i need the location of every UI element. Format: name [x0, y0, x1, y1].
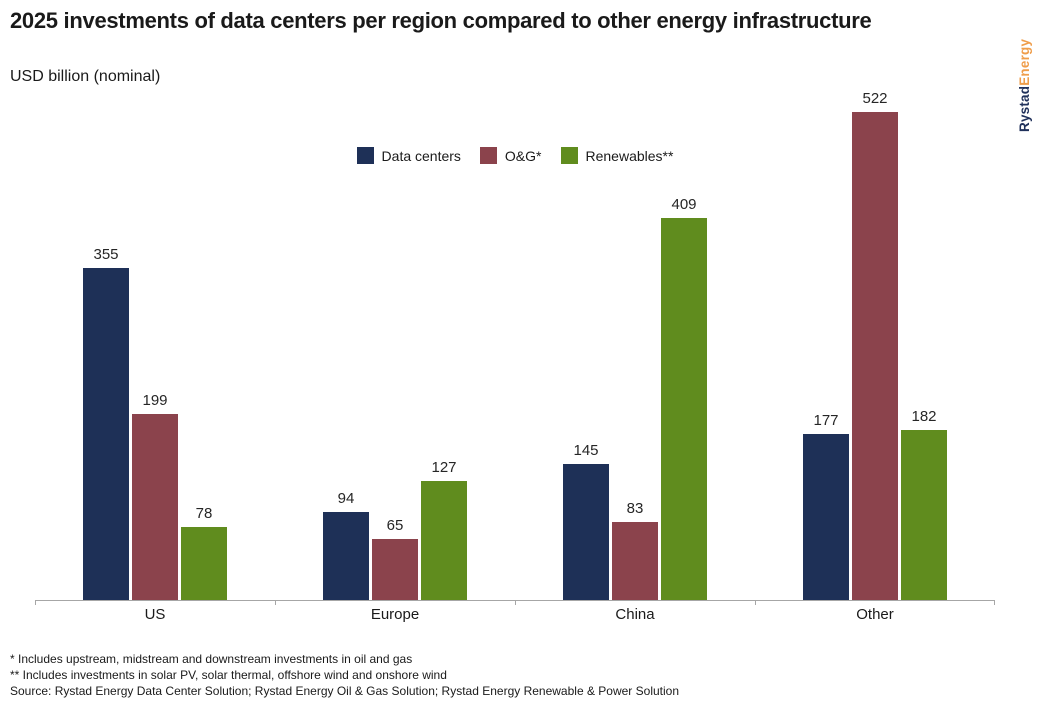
legend-item-renewables: Renewables** — [560, 147, 674, 164]
bar-o-g-china — [612, 522, 658, 600]
bar-data-centers-china — [563, 464, 609, 600]
footnotes: * Includes upstream, midstream and downs… — [10, 651, 679, 699]
chart-subtitle: USD billion (nominal) — [10, 68, 161, 85]
bar-data-centers-europe — [323, 512, 369, 600]
x-axis-tick — [994, 600, 995, 605]
bar-data-centers-us — [83, 268, 129, 600]
bar-data-centers-other — [803, 434, 849, 600]
chart-title: 2025 investments of data centers per reg… — [10, 8, 872, 33]
legend-item-o-g: O&G* — [479, 147, 542, 164]
legend-label-renewables: Renewables** — [585, 147, 674, 164]
legend-swatch-data-centers — [356, 147, 374, 164]
value-label-renewables-us: 78 — [195, 505, 213, 522]
value-label-o-g-china: 83 — [626, 500, 644, 517]
x-axis-tick — [515, 600, 516, 605]
value-label-data-centers-china: 145 — [573, 442, 599, 459]
value-label-data-centers-other: 177 — [813, 412, 839, 429]
logo-energy: Energy — [1017, 38, 1032, 86]
legend-item-data-centers: Data centers — [356, 147, 461, 164]
plot-area: 355 199 78 US 94 65 127 Europe 145 83 409 China 177 5… — [35, 90, 995, 623]
value-label-data-centers-us: 355 — [93, 246, 119, 263]
bar-renewables-china — [661, 218, 707, 600]
value-label-renewables-other: 182 — [911, 408, 937, 425]
legend-label-o-g: O&G* — [504, 147, 542, 164]
value-label-o-g-europe: 65 — [386, 517, 404, 534]
category-label-china: China — [615, 606, 655, 623]
category-label-other: Other — [856, 606, 894, 623]
footnote-source: Source: Rystad Energy Data Center Soluti… — [10, 684, 680, 698]
x-axis-tick — [275, 600, 276, 605]
legend: Data centers O&G* Renewables** — [35, 147, 995, 164]
bar-renewables-other — [901, 430, 947, 600]
footnote-oil-gas: * Includes upstream, midstream and downs… — [10, 652, 413, 666]
legend-swatch-o-g — [479, 147, 497, 164]
legend-swatch-renewables — [560, 147, 578, 164]
bar-o-g-us — [132, 414, 178, 600]
value-label-o-g-other: 522 — [862, 90, 888, 107]
bar-renewables-europe — [421, 481, 467, 600]
category-label-europe: Europe — [370, 606, 420, 623]
value-label-renewables-europe: 127 — [431, 459, 457, 476]
bar-renewables-us — [181, 527, 227, 600]
value-label-renewables-china: 409 — [671, 196, 697, 213]
x-axis-tick — [755, 600, 756, 605]
rystad-energy-logo-text: RystadEnergy — [1017, 39, 1032, 132]
rystad-energy-logo: RystadEnergy — [1016, 0, 1036, 140]
bar-o-g-europe — [372, 539, 418, 600]
footnote-renewables: ** Includes investments in solar PV, sol… — [10, 668, 447, 682]
value-label-o-g-us: 199 — [142, 392, 168, 409]
logo-rystad: Rystad — [1017, 85, 1032, 132]
category-label-us: US — [144, 606, 166, 623]
x-axis-tick — [35, 600, 36, 605]
bar-o-g-other — [852, 112, 898, 600]
legend-label-data-centers: Data centers — [381, 147, 461, 164]
value-label-data-centers-europe: 94 — [337, 490, 355, 507]
